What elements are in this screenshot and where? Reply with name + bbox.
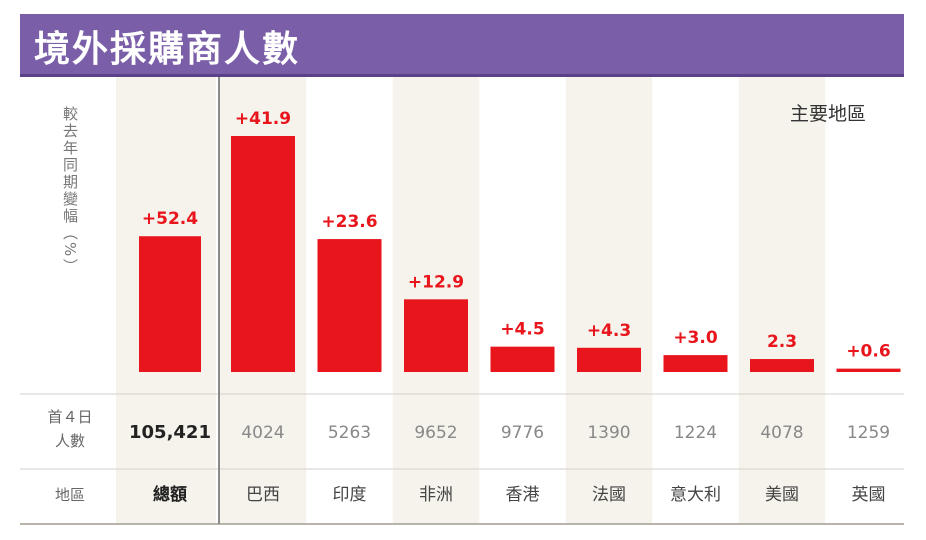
count-cell: 1224 <box>674 423 717 443</box>
count-cell: 5263 <box>328 423 371 443</box>
chart-canvas: 較去年同期變幅（%） 主要地區 +52.4 +41.9 +23.6 +12.9 +4.5 +4… <box>20 76 904 525</box>
bar <box>577 347 641 372</box>
category-label: 英國 <box>852 485 886 505</box>
count-cell: 1259 <box>847 423 890 443</box>
value-label: +0.6 <box>846 342 890 362</box>
count-row-header-line1: 首４日 <box>47 408 92 426</box>
region-note: 主要地區 <box>790 103 866 125</box>
bar <box>317 239 382 372</box>
count-cell: 1390 <box>587 423 630 443</box>
value-label: +3.0 <box>673 328 718 348</box>
count-row-header-line2: 人數 <box>55 432 85 450</box>
bar <box>490 346 555 372</box>
count-cell: 4024 <box>241 423 284 443</box>
category-label: 印度 <box>333 485 367 505</box>
total-count: 105,421 <box>129 422 211 443</box>
category-label: 法國 <box>592 485 626 505</box>
y-axis-label: 較去年同期變幅（%） <box>61 105 79 275</box>
category-label: 非洲 <box>419 485 453 505</box>
bar <box>404 299 468 372</box>
category-label: 美國 <box>765 485 799 505</box>
count-cell: 9652 <box>414 423 457 443</box>
total-category-label: 總額 <box>153 484 187 505</box>
value-label: +4.5 <box>500 320 544 340</box>
category-label: 香港 <box>506 485 540 505</box>
chart-header: 境外採購商人數 <box>20 14 904 77</box>
count-cell: 9776 <box>501 423 544 443</box>
value-label: 2.3 <box>767 332 797 352</box>
category-label: 巴西 <box>246 485 280 505</box>
bar <box>750 359 814 372</box>
category-label: 意大利 <box>670 485 721 505</box>
count-cell: 4078 <box>760 423 803 443</box>
region-row-header: 地區 <box>55 486 85 504</box>
column-band <box>738 76 826 524</box>
chart-panel: 較去年同期變幅（%） 主要地區 +52.4 +41.9 +23.6 +12.9 +4.5 +4… <box>20 14 906 526</box>
bar <box>836 368 901 372</box>
value-label: +12.9 <box>408 272 464 292</box>
bar <box>231 136 295 372</box>
bar <box>663 355 728 372</box>
value-label: +4.3 <box>587 321 631 341</box>
total-bar <box>139 236 201 372</box>
chart-title: 境外採購商人數 <box>34 29 301 70</box>
column-band <box>565 76 653 524</box>
total-value-label: +52.4 <box>142 209 198 229</box>
value-label: +23.6 <box>321 212 377 232</box>
value-label: +41.9 <box>235 109 291 129</box>
